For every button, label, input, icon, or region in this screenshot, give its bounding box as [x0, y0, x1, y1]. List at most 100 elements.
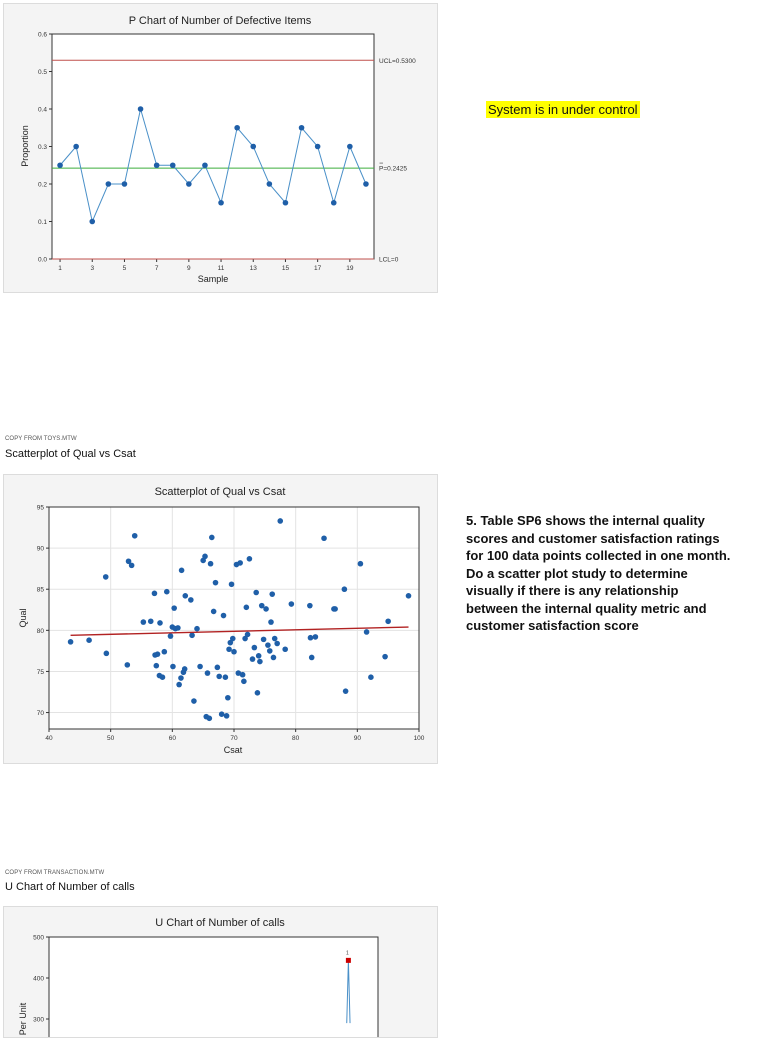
p-chart: P Chart of Number of Defective Items Samp…	[4, 4, 437, 292]
scatter-point	[210, 608, 217, 615]
scatter-xtick-label: 60	[169, 735, 177, 742]
scatter-point	[241, 678, 247, 685]
scatter-point	[307, 634, 314, 641]
scatter-point	[202, 553, 208, 560]
scatter-point	[307, 602, 313, 609]
u-chart-ytick-label: 400	[33, 976, 44, 983]
scatter-point	[181, 666, 188, 672]
p-chart-lcl-label: LCL=0	[379, 257, 399, 264]
scatter-point	[269, 591, 276, 597]
scatter-point	[140, 619, 147, 625]
scatter-point	[178, 567, 185, 574]
p-chart-ucl-label: UCL=0.5300	[379, 58, 416, 65]
u-chart-ytick-label: 300	[33, 1017, 44, 1024]
p-chart-xtick-label: 5	[123, 265, 127, 272]
scatter-point	[86, 637, 92, 643]
scatter-point	[209, 534, 215, 541]
p-chart-point	[314, 143, 321, 150]
scatter-ytick-label: 90	[37, 546, 45, 553]
scatter-point	[178, 675, 184, 681]
scatter-point	[257, 658, 263, 665]
scatter-point	[207, 560, 214, 567]
control-note: System is in under control	[486, 101, 640, 118]
scatter-section-title: Scatterplot of Qual vs Csat	[5, 448, 136, 460]
scatter-point	[254, 690, 261, 696]
scatter-point	[255, 653, 262, 659]
p-chart-point	[218, 199, 224, 206]
scatter-point	[124, 662, 131, 668]
p-chart-ytick-label: 0.6	[38, 32, 47, 39]
p-chart-xtick-label: 17	[314, 265, 322, 272]
scatter-point	[253, 589, 259, 596]
scatter-point	[265, 642, 271, 648]
scatter-point	[204, 670, 211, 676]
p-chart-point	[73, 143, 79, 150]
scatter-point	[212, 579, 219, 586]
scatter-ylabel: Qual	[18, 608, 28, 627]
scatter-panel: Scatterplot of Qual vs Csat Csat Qual 70 75 8…	[3, 474, 438, 764]
scatter-xtick-label: 40	[45, 735, 53, 742]
scatter-point	[244, 631, 251, 638]
scatter-point	[274, 640, 280, 647]
p-chart-point	[234, 124, 240, 131]
scatter-point	[368, 674, 374, 680]
p-chart-point	[121, 181, 128, 187]
scatter-fit-line	[70, 626, 409, 636]
u-chart-ylabel: Per Unit	[18, 1002, 28, 1035]
p-chart-point	[169, 162, 176, 169]
p-chart-xtick-label: 1	[58, 265, 62, 272]
p-chart-plot-area	[51, 33, 375, 260]
scatter-point	[188, 597, 194, 603]
scatter-point	[342, 688, 349, 694]
scatter-point	[321, 535, 327, 542]
scatter-point	[222, 674, 229, 680]
scatter-point	[154, 651, 161, 657]
scatter-point	[268, 619, 274, 625]
scatter-point	[312, 634, 319, 640]
p-chart-point	[137, 106, 144, 112]
scatter-point	[206, 715, 213, 722]
scatter-point	[363, 629, 370, 635]
scatter-point	[228, 581, 235, 588]
p-chart-point	[363, 181, 369, 187]
scatter-point	[242, 635, 248, 642]
p-chart-ytick-label: 0.2	[38, 182, 47, 189]
scatter-xtick-label: 80	[292, 735, 300, 742]
p-chart-xtick-label: 7	[155, 265, 159, 272]
scatter-plot-border	[48, 506, 420, 730]
scatter-point	[237, 560, 243, 566]
scatter-point	[357, 560, 364, 567]
scatter-point	[175, 625, 181, 631]
scatter-point	[170, 663, 176, 670]
p-chart-point	[282, 199, 289, 206]
u-chart-flag-label: 1	[346, 950, 349, 956]
u-chart: U Chart of Number of calls Per Unit 500 400…	[4, 907, 437, 1042]
scatter-point	[223, 713, 230, 719]
scatter-point	[271, 635, 278, 642]
scatter-xlabel: Csat	[224, 745, 243, 755]
scatter-title: Scatterplot of Qual vs Csat	[155, 486, 286, 498]
scatter-point	[189, 632, 195, 639]
p-chart-point	[266, 181, 273, 187]
scatter-point	[103, 650, 110, 657]
scatter-point	[151, 590, 158, 597]
p-chart-ytick-label: 0.3	[38, 144, 47, 151]
scatter-point	[263, 606, 269, 612]
scatter-point	[171, 605, 177, 611]
p-chart-center-label: P=0.2425	[379, 166, 407, 173]
scatter-point	[218, 711, 225, 717]
u-chart-section-title: U Chart of Number of calls	[5, 881, 135, 893]
p-chart-ytick-label: 0.5	[38, 69, 47, 76]
scatter-point	[191, 698, 197, 704]
scatter-point	[332, 606, 338, 612]
p-chart-xlabel: Sample	[198, 274, 229, 284]
scatter-point	[249, 656, 256, 662]
scatter-point	[153, 662, 160, 669]
scatter-xtick-label: 100	[414, 735, 425, 742]
p-chart-xtick-label: 9	[187, 265, 191, 272]
scatter-point	[239, 671, 246, 678]
scatter-point	[176, 681, 182, 688]
p-chart-point	[298, 124, 305, 131]
scatter-point	[258, 602, 265, 609]
scatter-point	[67, 639, 74, 645]
